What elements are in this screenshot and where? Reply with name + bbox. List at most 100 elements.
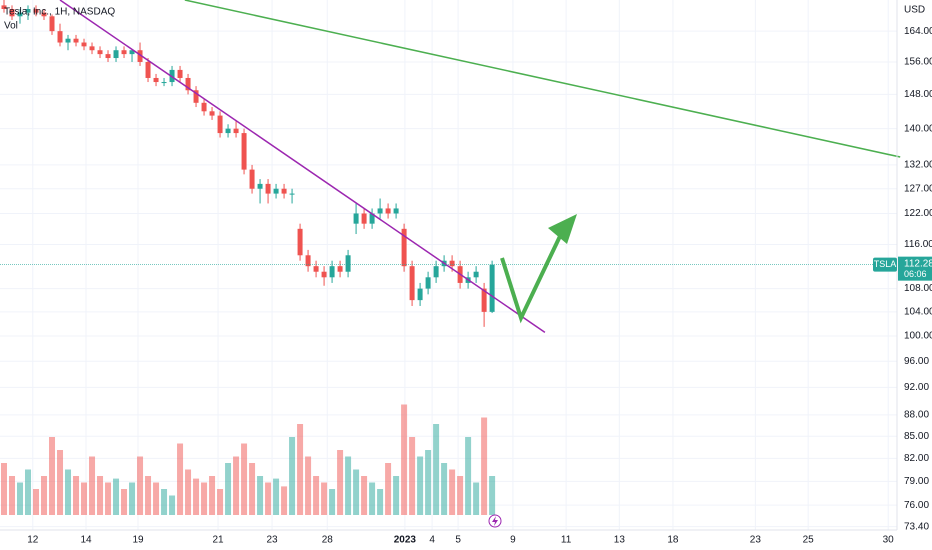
y-tick-label: 122.00 — [904, 208, 932, 219]
y-tick-label: 108.00 — [904, 283, 932, 294]
y-tick-label: 92.00 — [904, 382, 929, 393]
volume-bar — [73, 476, 80, 515]
volume-bar — [193, 478, 200, 515]
volume-bar — [377, 489, 384, 515]
x-tick-label: 12 — [27, 535, 39, 546]
volume-bar — [97, 476, 104, 515]
volume-bar — [473, 482, 480, 515]
y-tick-label: 148.00 — [904, 89, 932, 100]
candle-body — [353, 213, 359, 224]
volume-bar — [145, 476, 152, 515]
x-tick-label: 9 — [510, 535, 516, 546]
y-tick-label: 164.00 — [904, 26, 932, 37]
candle-body — [161, 82, 167, 84]
drawings — [0, 0, 901, 333]
volume-bar — [313, 476, 320, 515]
y-tick-label: 116.00 — [904, 239, 932, 250]
candle-body — [17, 12, 23, 17]
candle-body — [129, 50, 135, 55]
arrow-head — [548, 214, 577, 244]
x-tick-label: 23 — [266, 535, 278, 546]
price-badge-label: 112.28 — [904, 258, 932, 269]
volume-bar — [169, 495, 176, 515]
candle-body — [201, 102, 207, 112]
volume-bar — [241, 443, 248, 515]
volume-bar — [425, 450, 432, 515]
volume-bar — [201, 482, 208, 515]
candle-body — [361, 213, 367, 224]
volume-bar — [105, 482, 112, 515]
y-tick-label: 82.00 — [904, 453, 929, 464]
candle-body — [177, 69, 183, 78]
volume-bar — [217, 489, 224, 515]
candle-body — [49, 16, 55, 32]
volume-bar — [233, 456, 240, 515]
y-tick-label: 73.40 — [904, 521, 929, 532]
candle-body — [193, 90, 199, 103]
volume-bar — [289, 437, 296, 515]
volume-bar — [41, 476, 48, 515]
volume-bar — [457, 476, 464, 515]
x-tick-label: 25 — [803, 535, 815, 546]
volume-bar — [177, 443, 184, 515]
grid — [0, 0, 897, 530]
candle-body — [425, 277, 431, 289]
y-tick-label: 140.00 — [904, 123, 932, 134]
volume-bar — [345, 456, 352, 515]
candle-body — [273, 188, 279, 194]
countdown-label: 06:06 — [904, 269, 927, 279]
x-tick-label: 11 — [561, 535, 572, 546]
y-tick-label: 88.00 — [904, 409, 929, 420]
symbol-title: Tesla, Inc., 1H, NASDAQ — [4, 7, 115, 18]
candle-body — [393, 208, 399, 214]
volume-bar — [433, 424, 440, 515]
volume-bar — [89, 456, 96, 515]
volume-bar — [1, 463, 8, 515]
volume-bar — [409, 437, 416, 515]
candle-body — [121, 50, 127, 55]
volume-label: Vol — [4, 21, 18, 32]
volume-bar — [249, 463, 256, 515]
candle-body — [481, 288, 487, 312]
candle-body — [377, 208, 383, 214]
volume-bar — [281, 486, 288, 515]
candle-body — [9, 8, 15, 17]
candle-body — [65, 38, 71, 43]
x-tick-label: 30 — [883, 535, 895, 546]
candle-body — [97, 50, 103, 55]
x-tick-label: 2023 — [394, 535, 417, 546]
candle-body — [145, 61, 151, 78]
candle-layer — [1, 0, 495, 327]
candle-body — [105, 54, 111, 59]
price-badge — [898, 256, 932, 281]
candle-body — [153, 77, 159, 83]
candle-body — [249, 169, 255, 189]
x-tick-label: 5 — [455, 535, 461, 546]
candle-body — [113, 50, 119, 59]
candle-body — [57, 31, 63, 43]
x-tick-label: 21 — [212, 535, 224, 546]
candle-body — [329, 266, 335, 278]
y-tick-label: 96.00 — [904, 356, 929, 367]
volume-bar — [49, 437, 56, 515]
volume-bar — [449, 469, 456, 515]
candle-body — [489, 264, 495, 312]
currency-label: USD — [904, 5, 925, 16]
volume-bar — [417, 456, 424, 515]
candle-body — [137, 50, 143, 62]
candle-body — [289, 193, 295, 195]
candle-body — [185, 77, 191, 91]
y-tick-label: 79.00 — [904, 476, 929, 487]
volume-bar — [17, 482, 24, 515]
volume-bar — [361, 476, 368, 515]
volume-bar — [257, 476, 264, 515]
candle-body — [401, 228, 407, 267]
candle-body — [345, 255, 351, 272]
volume-bar — [305, 456, 312, 515]
volume-bar — [33, 489, 40, 515]
volume-bar — [481, 417, 488, 515]
candle-body — [73, 38, 79, 43]
candle-body — [385, 208, 391, 214]
candle-body — [305, 255, 311, 267]
